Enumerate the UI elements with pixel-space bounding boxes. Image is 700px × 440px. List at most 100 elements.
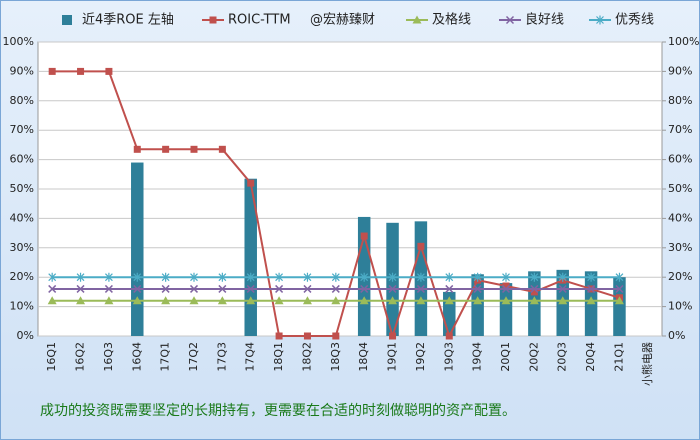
marker bbox=[444, 296, 454, 305]
x-tick-label: 16Q3 bbox=[102, 342, 115, 372]
marker bbox=[104, 296, 114, 305]
marker bbox=[133, 284, 142, 293]
x-tick-label: 19Q4 bbox=[471, 342, 484, 372]
y2-tick-label: 90% bbox=[668, 64, 692, 77]
marker bbox=[331, 272, 340, 282]
bar bbox=[613, 277, 626, 336]
marker bbox=[218, 145, 226, 153]
y2-tick-label: 60% bbox=[668, 153, 692, 166]
legend-label: 及格线 bbox=[432, 12, 471, 28]
x-tick-label: 20Q1 bbox=[499, 342, 512, 372]
x-tick-label: 16Q2 bbox=[74, 342, 87, 372]
x-tick-label: 18Q3 bbox=[329, 342, 342, 372]
marker bbox=[530, 284, 539, 293]
y2-tick-label: 40% bbox=[668, 211, 692, 224]
marker bbox=[586, 296, 596, 305]
x-tick-label: 19Q3 bbox=[442, 342, 455, 372]
marker bbox=[558, 284, 567, 293]
marker bbox=[104, 272, 113, 282]
y2-tick-label: 20% bbox=[668, 270, 692, 283]
y-tick-label: 60% bbox=[10, 153, 34, 166]
marker bbox=[161, 296, 171, 305]
marker bbox=[133, 272, 142, 282]
marker bbox=[473, 296, 483, 305]
marker bbox=[275, 284, 284, 293]
y2-tick-label: 100% bbox=[668, 35, 699, 48]
y-tick-label: 10% bbox=[10, 300, 34, 313]
marker bbox=[501, 296, 511, 305]
bar bbox=[131, 162, 144, 336]
x-tick-label: 17Q2 bbox=[187, 342, 200, 372]
x-tick-label: 21Q1 bbox=[612, 342, 625, 372]
marker bbox=[587, 272, 596, 282]
marker bbox=[162, 145, 170, 153]
bar bbox=[499, 283, 513, 336]
marker bbox=[473, 272, 482, 282]
x-tick-label: 18Q1 bbox=[272, 342, 285, 372]
marker bbox=[302, 296, 312, 305]
y-tick-label: 80% bbox=[10, 94, 34, 107]
marker bbox=[217, 296, 227, 305]
y-tick-label: 20% bbox=[10, 270, 34, 283]
marker bbox=[388, 284, 397, 293]
y-tick-label: 0% bbox=[17, 329, 34, 342]
marker bbox=[218, 284, 227, 293]
marker bbox=[445, 284, 454, 293]
marker bbox=[587, 284, 596, 293]
marker bbox=[77, 67, 85, 75]
legend-label: 优秀线 bbox=[615, 13, 654, 28]
x-tick-label: 20Q4 bbox=[584, 342, 597, 372]
marker bbox=[502, 282, 510, 290]
marker bbox=[389, 332, 397, 340]
marker bbox=[614, 296, 624, 305]
marker bbox=[615, 272, 624, 282]
x-tick-label: 19Q1 bbox=[386, 342, 399, 372]
marker bbox=[360, 284, 369, 293]
legend-label: 良好线 bbox=[525, 12, 564, 28]
marker bbox=[246, 272, 255, 282]
marker bbox=[48, 284, 57, 293]
y-tick-label: 50% bbox=[10, 182, 34, 195]
marker bbox=[388, 272, 397, 282]
marker bbox=[359, 296, 369, 305]
marker bbox=[48, 272, 57, 282]
x-tick-label: 19Q2 bbox=[414, 342, 427, 372]
annotation: 成功的投资既需要坚定的长期持有，更需要在合适的时刻做聪明的资产配置。 bbox=[40, 403, 516, 419]
marker bbox=[303, 272, 312, 282]
legend-label: 近4季ROE 左轴 bbox=[82, 13, 174, 28]
marker bbox=[161, 272, 170, 282]
legend-marker bbox=[209, 16, 217, 24]
legend-swatch bbox=[62, 15, 72, 25]
watermark: @宏赫臻财 bbox=[310, 13, 375, 28]
marker bbox=[388, 296, 398, 305]
y-tick-label: 70% bbox=[10, 123, 34, 136]
x-tick-label: 17Q3 bbox=[215, 342, 228, 372]
marker bbox=[558, 272, 567, 282]
marker bbox=[416, 296, 426, 305]
marker bbox=[246, 284, 255, 293]
marker bbox=[332, 332, 340, 340]
marker bbox=[105, 67, 113, 75]
marker bbox=[189, 284, 199, 293]
marker bbox=[133, 145, 141, 153]
marker bbox=[190, 145, 198, 153]
marker bbox=[132, 296, 142, 305]
y2-tick-label: 80% bbox=[668, 94, 692, 107]
marker bbox=[275, 272, 284, 282]
marker bbox=[218, 272, 227, 282]
marker bbox=[247, 179, 255, 187]
marker bbox=[274, 296, 284, 305]
x-tick-label: 20Q2 bbox=[527, 342, 540, 372]
marker bbox=[360, 232, 368, 240]
marker bbox=[501, 284, 511, 293]
marker bbox=[445, 332, 453, 340]
y2-tick-label: 0% bbox=[668, 329, 685, 342]
marker bbox=[558, 296, 568, 305]
x-tick-label: 20Q3 bbox=[556, 342, 569, 372]
bar bbox=[244, 178, 257, 336]
marker bbox=[76, 272, 85, 282]
marker bbox=[190, 272, 198, 282]
x-tick-label: 18Q2 bbox=[300, 342, 313, 372]
marker bbox=[275, 332, 283, 340]
